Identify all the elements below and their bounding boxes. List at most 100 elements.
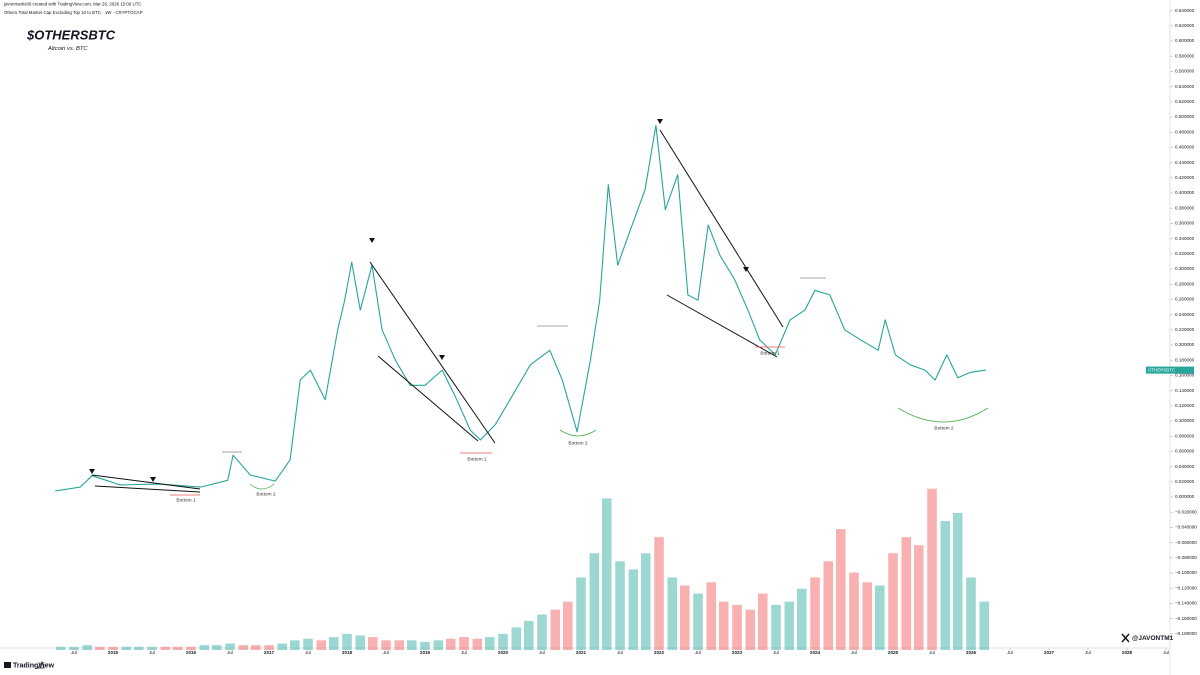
x-tick-label: Jul [305,650,311,655]
volume-bar [640,553,651,650]
annotation: Bottom 2 [568,440,588,446]
volume-bar [420,641,430,650]
x-tick-label: 2024 [810,650,821,655]
volume-bar [901,537,912,650]
x-tick-label: Jul [71,650,77,655]
volume-bar [225,643,235,650]
x-tick-label: 2020 [498,650,509,655]
y-tick-label: 0.060000 [1175,449,1195,454]
watermark: @JAVONTM1 [1121,633,1174,643]
volume-bar [511,627,522,650]
volume-bar [823,561,834,650]
y-tick-label: 0.160000 [1175,373,1195,378]
y-tick-label: 0.400000 [1175,190,1195,195]
volume-bar [940,521,951,650]
volume-bar [121,646,132,650]
volume-bar [979,601,990,650]
volume-bar [316,640,327,650]
volume-bar [523,620,534,650]
y-tick-label: 0.340000 [1175,236,1195,241]
y-tick-label: 0.200000 [1175,342,1195,347]
volume-bar [628,569,639,650]
volume-bar [862,582,873,650]
y-tick-label: 0.320000 [1175,251,1195,256]
x-tick-label: 2026 [966,650,977,655]
bottom-arc [559,429,597,437]
trendline [377,355,479,442]
volume-bar [537,614,547,650]
volume-bar [199,645,210,650]
volume-bar [250,645,261,650]
x-tick-label: Jul [1007,650,1013,655]
volume-bar [888,553,898,650]
y-tick-label: 0.240000 [1175,312,1195,317]
volume-bar [966,577,976,650]
y-tick-label: −0.180000 [1175,631,1197,636]
volume-bar [615,561,625,650]
volume-bar [277,643,288,650]
y-tick-label: 0.580000 [1175,53,1195,58]
volume-bar [693,593,703,650]
peak-marker [369,238,375,243]
y-tick-label: 0.040000 [1175,464,1195,469]
volume-bar [484,637,495,650]
trendline [369,261,496,444]
y-tick-label: 0.080000 [1175,433,1195,438]
volume-bar [406,640,417,650]
symbol-line: Others Total Market Cap Excluding Top 10… [4,10,143,15]
x-tick-label: Jul [461,650,467,655]
y-tick-label: −0.100000 [1175,570,1197,575]
x-tick-label: 2025 [888,650,899,655]
peak-marker [657,119,663,124]
price-line [55,124,986,492]
volume-bar [745,609,756,650]
volume-bar [952,512,963,650]
trendline [91,474,201,490]
volume-bar [732,604,742,650]
x-tick-label: Jul [695,650,701,655]
volume-bar [562,601,573,650]
last-price-name: OTHERSBTC [1148,367,1175,372]
x-tick-label: 2027 [1044,650,1055,655]
y-tick-label: 0.360000 [1175,221,1195,226]
volume-bar [667,577,678,650]
volume-bar [589,553,600,650]
volume-bar [849,572,859,650]
peak-marker [150,477,156,482]
tool-icon [37,661,45,669]
volume-bar [718,601,729,650]
volume-bar [874,585,885,650]
annotation: Bottom 1 [467,456,487,462]
y-tick-label: −0.060000 [1175,540,1197,545]
annotation: Bottom 1 [760,350,780,356]
annotation: Bottom 2 [256,491,276,497]
volume-bar [498,633,508,650]
drawings: Bottom 1 Bottom 2 Bottom 1 Bottom 2 Bott… [89,119,989,503]
x-tick-label: Jul [539,650,545,655]
y-tick-label: 0.520000 [1175,99,1195,104]
x-tick-label: Jul [929,650,935,655]
author-line: javonmarks00 created with TradingView.co… [3,2,142,7]
volume-bar [160,646,171,650]
volume-bar [94,646,105,650]
trendline [659,129,784,328]
y-tick-label: 0.480000 [1175,129,1195,134]
y-tick-label: 0.600000 [1175,38,1195,43]
volume-bar [289,640,300,650]
chart-subtitle: Altcoin vs. BTC [47,46,88,52]
y-tick-label: 0.440000 [1175,160,1195,165]
x-tick-label: Jul [149,650,155,655]
y-tick-label: 0.380000 [1175,205,1195,210]
volume-bar [211,645,222,650]
y-tick-label: 0.100000 [1175,418,1195,423]
volume-bar [576,577,586,650]
volume-bar [355,635,366,650]
volume-pane [55,488,990,650]
peak-marker [743,267,749,272]
x-tick-label: 2019 [420,650,431,655]
x-tick-label: Jul [1085,650,1091,655]
x-tick-label: Jul [851,650,857,655]
y-tick-label: 0.560000 [1175,69,1195,74]
volume-bar [381,640,391,650]
